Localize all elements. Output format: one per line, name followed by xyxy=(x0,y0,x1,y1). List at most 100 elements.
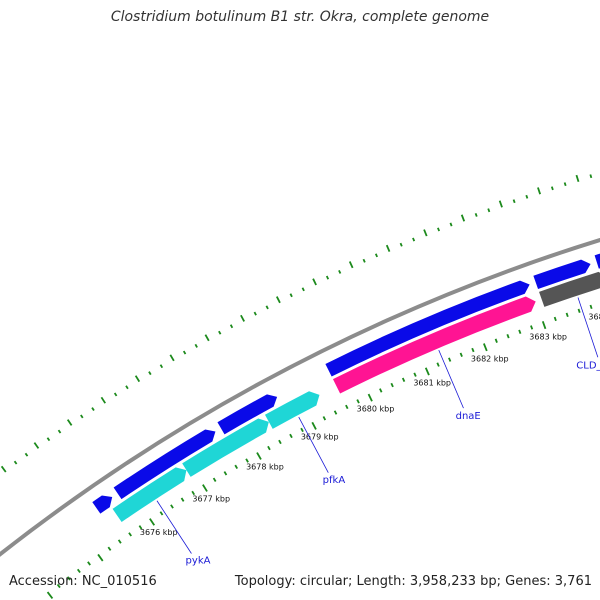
ruler-tick xyxy=(541,320,547,330)
ruler-tick xyxy=(289,433,293,439)
gene-arrow xyxy=(264,391,320,429)
outer-tick xyxy=(182,350,187,355)
ruler-tick xyxy=(245,458,249,463)
outer-tick xyxy=(498,200,503,208)
genome-summary-text: Topology: circular; Length: 3,958,233 bp… xyxy=(234,574,592,589)
map-title: Clostridium botulinum B1 str. Okra, comp… xyxy=(110,9,490,25)
ruler-ticks: 3676 kbp 3677 kbp 3678 kbp 3679 kbp 3680 kbp… xyxy=(46,304,600,599)
outer-tick xyxy=(348,261,354,269)
tick-label: 3682 kbp xyxy=(471,354,509,363)
outer-tick xyxy=(385,244,391,252)
outer-tick xyxy=(589,174,593,179)
outer-tick xyxy=(275,296,281,304)
ruler-tick xyxy=(278,439,282,445)
gene-arrow xyxy=(112,467,187,523)
outer-tick xyxy=(325,275,330,280)
tick-label: 3677 kbp xyxy=(192,494,230,503)
outer-tick xyxy=(312,278,317,286)
outer-tick xyxy=(412,237,416,242)
ruler-tick xyxy=(56,583,61,589)
outer-tick xyxy=(338,269,342,274)
ruler-tick xyxy=(256,452,262,460)
ruler-tick xyxy=(191,490,196,496)
ruler-tick xyxy=(356,399,360,404)
outer-tick xyxy=(80,414,84,419)
ruler-tick xyxy=(46,591,54,599)
tick-ring xyxy=(0,174,593,473)
outer-tick xyxy=(218,330,222,335)
ruler-tick xyxy=(66,576,71,581)
outer-tick xyxy=(113,392,118,397)
ruler-tick xyxy=(589,304,593,310)
ruler-tick xyxy=(107,546,112,551)
forward-cds-arrow xyxy=(325,280,530,377)
ruler-tick xyxy=(180,497,185,502)
ruler-tick xyxy=(530,325,534,330)
ruler-tick xyxy=(138,525,143,530)
outer-tick xyxy=(289,293,293,298)
outer-tick xyxy=(204,334,210,342)
outer-tick xyxy=(460,214,466,222)
gene-arrow xyxy=(539,271,600,307)
outer-tick xyxy=(57,429,62,434)
backbone-arc xyxy=(0,237,600,557)
gene-leader-line xyxy=(156,500,192,554)
ruler-tick xyxy=(565,312,569,318)
ruler-tick xyxy=(97,553,104,562)
tick-label: 3681 kbp xyxy=(413,378,451,387)
outer-tick xyxy=(134,375,141,383)
outer-tick xyxy=(194,343,198,348)
ruler-tick xyxy=(448,357,452,362)
outer-tick xyxy=(91,407,95,412)
outer-tick xyxy=(537,187,541,195)
ruler-tick xyxy=(149,518,156,526)
ruler-tick xyxy=(413,372,417,377)
ruler-tick xyxy=(311,421,317,430)
ruler-tick xyxy=(322,416,327,421)
outer-tick xyxy=(487,208,491,213)
outer-tick xyxy=(24,452,29,457)
ruler-tick xyxy=(506,334,510,339)
outer-tick xyxy=(0,465,7,473)
forward-cds-arrow xyxy=(113,429,216,500)
ruler-tick xyxy=(483,343,488,352)
ruler-tick xyxy=(390,382,394,388)
gene-label: dnaE xyxy=(456,411,481,422)
ruler-tick xyxy=(212,477,217,482)
tick-label: 3684 kbp xyxy=(588,312,600,321)
backbone xyxy=(0,237,600,557)
tick-label: 3676 kbp xyxy=(140,528,178,537)
ruler-tick xyxy=(76,568,81,574)
forward-cds-arrow xyxy=(533,259,591,289)
gene-leader-line xyxy=(298,416,329,473)
forward-cds-arrow xyxy=(594,253,600,269)
outer-tick xyxy=(66,419,73,426)
outer-tick xyxy=(100,396,106,404)
ruler-tick xyxy=(300,427,304,433)
outer-tick xyxy=(423,229,428,237)
outer-tick xyxy=(46,437,51,442)
outer-tick xyxy=(265,305,269,310)
tick-label: 3680 kbp xyxy=(357,404,395,413)
forward-cds-track xyxy=(92,253,600,514)
tick-label: 3679 kbp xyxy=(301,432,339,441)
outer-tick xyxy=(159,364,164,369)
gene-label: pfkA xyxy=(323,475,346,486)
outer-tick xyxy=(13,460,18,465)
ruler-tick xyxy=(234,464,239,470)
outer-tick xyxy=(550,186,554,191)
outer-tick xyxy=(362,258,366,263)
outer-tick xyxy=(575,174,580,183)
outer-tick xyxy=(125,385,129,390)
gene-arrow xyxy=(332,296,536,394)
ruler-tick xyxy=(518,329,522,334)
outer-tick xyxy=(563,182,567,187)
outer-tick xyxy=(399,242,403,247)
ruler-tick xyxy=(87,561,91,566)
outer-tick xyxy=(148,371,152,376)
ruler-tick xyxy=(170,504,174,509)
ruler-tick xyxy=(424,367,430,376)
outer-tick xyxy=(437,227,441,232)
